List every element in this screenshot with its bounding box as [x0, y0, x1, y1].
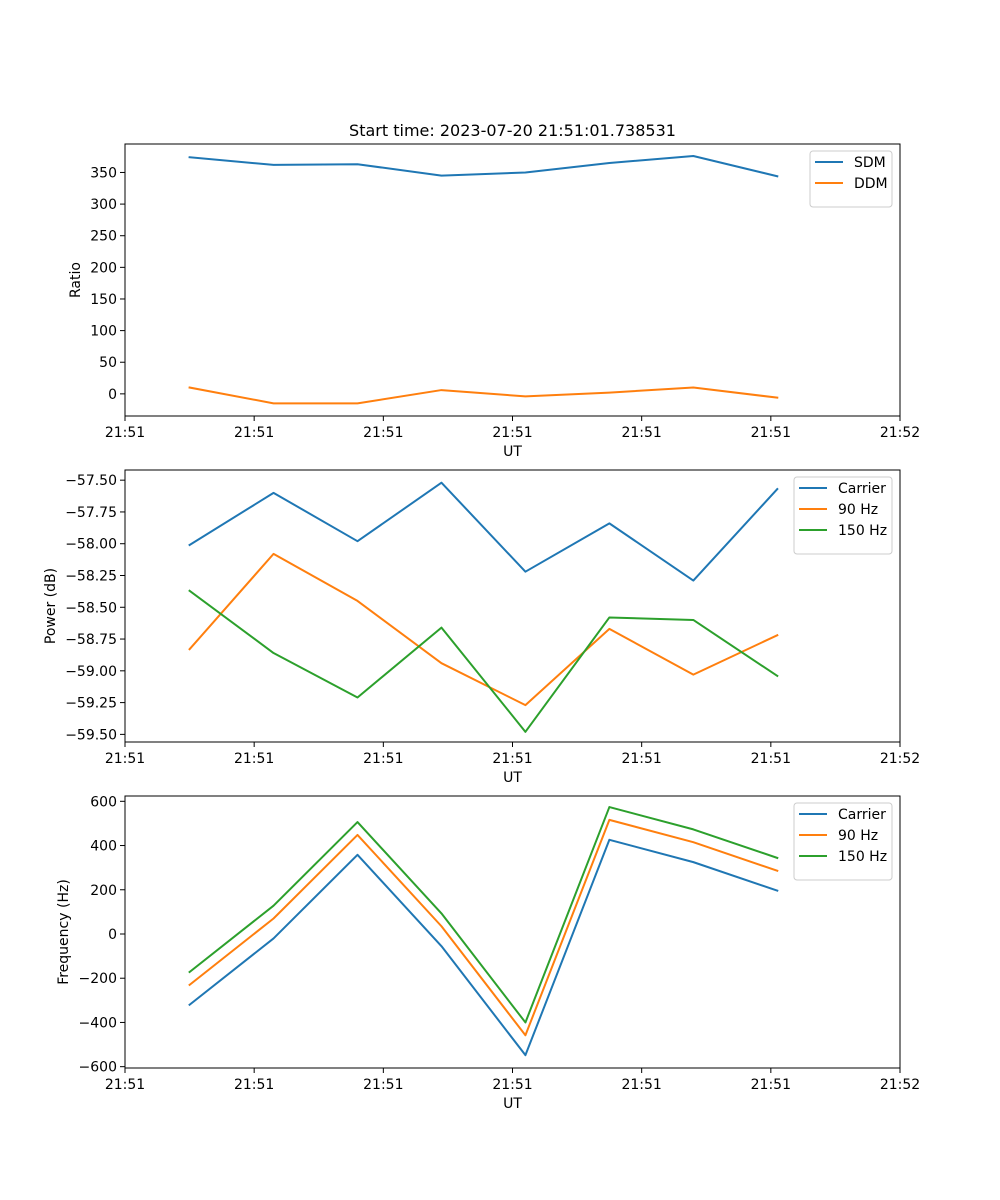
subplot-2: 21:51 21:51 21:51 21:51 21:51 21:51 21:52 −59.5…: [43, 469, 920, 786]
x-tick-label: 21:51: [751, 425, 791, 441]
series-line-150-hz: [188, 589, 779, 733]
x-axis-label: UT: [503, 444, 522, 460]
x-tick-label: 21:52: [880, 751, 920, 767]
y-tick-label: −58.50: [65, 600, 117, 616]
y-tick-label: 100: [90, 324, 117, 340]
x-tick-label: 21:51: [234, 425, 274, 441]
y-axis-label: Ratio: [68, 262, 84, 298]
series-group: [188, 155, 779, 405]
chart-title: Start time: 2023-07-20 21:51:01.738531: [349, 121, 676, 140]
x-tick-label: 21:51: [363, 1077, 403, 1093]
legend-label: 150 Hz: [838, 849, 887, 865]
x-tick-label: 21:51: [492, 1077, 532, 1093]
subplot-1: 21:51 21:51 21:51 21:51 21:51 21:51 21:52 0 50 10…: [68, 143, 920, 460]
series-group: [188, 481, 779, 733]
x-tick-label: 21:52: [880, 425, 920, 441]
y-tick-label: 200: [90, 883, 117, 899]
y-tick-label: −57.75: [65, 505, 117, 521]
x-tick-label: 21:51: [751, 1077, 791, 1093]
x-tick-label: 21:51: [105, 1077, 145, 1093]
y-tick-label: −58.25: [65, 568, 117, 584]
subplot-3: 21:51 21:51 21:51 21:51 21:51 21:51 21:52 −600 −…: [56, 794, 920, 1112]
x-axis-label: UT: [503, 770, 522, 786]
legend: Carrier 90 Hz 150 Hz: [793, 802, 893, 881]
x-tick-label: 21:51: [492, 751, 532, 767]
legend-label: Carrier: [838, 807, 886, 823]
y-axis-label: Frequency (Hz): [56, 879, 72, 985]
y-tick-label: 350: [90, 165, 117, 181]
y-tick-label: 0: [108, 927, 117, 943]
x-tick-label: 21:51: [492, 425, 532, 441]
legend-label: 90 Hz: [838, 828, 878, 844]
x-tick-label: 21:51: [105, 425, 145, 441]
series-line-sdm: [188, 155, 779, 178]
y-tick-label: −58.00: [65, 537, 117, 553]
y-tick-label: 150: [90, 292, 117, 308]
legend-box: [793, 802, 893, 881]
y-tick-label: −59.25: [65, 696, 117, 712]
legend: SDM DDM: [809, 150, 893, 208]
y-tick-label: −200: [79, 971, 117, 987]
series-line-90-hz: [188, 818, 779, 1037]
legend-box: [793, 476, 893, 555]
x-tick-label: 21:51: [621, 1077, 661, 1093]
y-tick-label: 0: [108, 387, 117, 403]
x-tick-label: 21:51: [234, 751, 274, 767]
series-group: [188, 806, 779, 1057]
y-tick-label: −400: [79, 1015, 117, 1031]
legend: Carrier 90 Hz 150 Hz: [793, 476, 893, 555]
y-tick-label: 600: [90, 794, 117, 810]
legend-label: DDM: [854, 176, 888, 192]
series-line-carrier: [188, 838, 779, 1057]
x-tick-label: 21:51: [234, 1077, 274, 1093]
x-tick-label: 21:51: [105, 751, 145, 767]
series-line-150-hz: [188, 806, 779, 1024]
y-tick-label: −59.00: [65, 664, 117, 680]
y-axis-label: Power (dB): [43, 568, 59, 644]
x-tick-label: 21:51: [621, 425, 661, 441]
x-tick-label: 21:52: [880, 1077, 920, 1093]
x-tick-label: 21:51: [363, 425, 403, 441]
y-tick-label: −600: [79, 1060, 117, 1076]
series-line-90-hz: [188, 552, 779, 707]
y-tick-label: 250: [90, 229, 117, 245]
y-tick-label: 400: [90, 839, 117, 855]
series-line-ddm: [188, 386, 779, 405]
y-tick-label: 200: [90, 260, 117, 276]
x-tick-label: 21:51: [621, 751, 661, 767]
series-line-carrier: [188, 481, 779, 582]
legend-label: SDM: [854, 155, 886, 171]
x-tick-label: 21:51: [363, 751, 403, 767]
legend-label: Carrier: [838, 481, 886, 497]
y-tick-label: −59.50: [65, 727, 117, 743]
x-tick-label: 21:51: [751, 751, 791, 767]
y-tick-label: −58.75: [65, 632, 117, 648]
y-tick-label: 50: [99, 355, 117, 371]
legend-label: 150 Hz: [838, 523, 887, 539]
legend-label: 90 Hz: [838, 502, 878, 518]
legend-box: [809, 150, 893, 208]
y-tick-label: 300: [90, 197, 117, 213]
y-tick-label: −57.50: [65, 473, 117, 489]
x-axis-label: UT: [503, 1096, 522, 1112]
